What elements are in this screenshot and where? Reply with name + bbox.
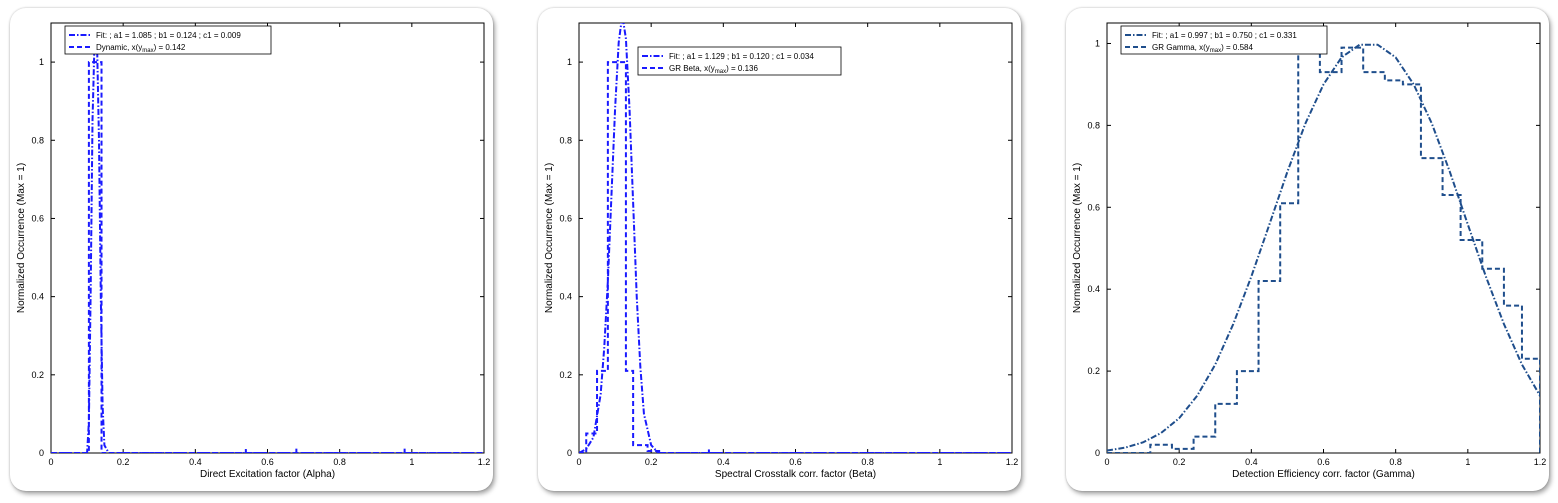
- legend-entry-text: GR Gamma, x(y: [1152, 43, 1210, 52]
- x-tick-label: 0.8: [861, 457, 874, 467]
- y-tick-label: 0.6: [1087, 202, 1100, 212]
- x-tick-label: 1: [409, 457, 414, 467]
- y-tick-label: 0: [567, 448, 572, 458]
- y-tick-label: 0.2: [1087, 366, 1100, 376]
- x-axis-label: Direct Excitation factor (Alpha): [200, 469, 335, 480]
- chart-panel-alpha: 0 0.2 0.4 0.6 0.8 1 1.2 0 0.2 0.4 0.6 0.8 1 Direct Ex…: [10, 8, 493, 491]
- legend-entry-text: Fit: ; a1 = 1.085 ; b1 = 0.124 ; c1 = 0.…: [96, 31, 241, 40]
- y-axis-label: Normalized Occurrence (Max = 1): [1072, 163, 1083, 313]
- x-axis-label: Detection Efficiency corr. factor (Gamma…: [1232, 469, 1415, 480]
- x-tick-label: 1.2: [1006, 457, 1019, 467]
- legend-entry: GR Gamma, x(ymax) = 0.584: [1152, 43, 1253, 54]
- fit-curve-line: [579, 23, 1012, 453]
- y-tick-label: 0.4: [1087, 284, 1100, 294]
- legend-entry-text: Fit: ; a1 = 0.997 ; b1 = 0.750 ; c1 = 0.…: [1152, 31, 1297, 40]
- chart-beta: 0 0.2 0.4 0.6 0.8 1 1.2 0 0.2 0.4 0.6 0.8 1 Spectral …: [544, 22, 1019, 480]
- legend-entry-text: Dynamic, x(y: [96, 43, 142, 52]
- legend-entry-text: GR Beta, x(y: [669, 64, 715, 73]
- x-tick-label: 1: [937, 457, 942, 467]
- legend-entry-suffix: ) = 0.136: [726, 64, 758, 73]
- legend-entry-suffix: ) = 0.584: [1221, 43, 1253, 52]
- x-axis-label: Spectral Crosstalk corr. factor (Beta): [715, 469, 876, 480]
- plot-area-frame: [50, 22, 485, 454]
- plot-area-frame: [578, 22, 1013, 454]
- x-tick-label: 0.8: [333, 457, 346, 467]
- legend-entry: Fit: ; a1 = 1.129 ; b1 = 0.120 ; c1 = 0.…: [669, 52, 814, 61]
- chart-panel-gamma: 0 0.2 0.4 0.6 0.8 1 1.2 0 0.2 0.4 0.6 0.8 1 Detection…: [1066, 8, 1549, 491]
- y-tick-label: 0.8: [31, 135, 44, 145]
- x-tick-label: 0.2: [1173, 457, 1186, 467]
- x-tick-label: 0: [576, 457, 581, 467]
- legend-entry-subscript: max: [1210, 48, 1221, 54]
- histogram-line: [579, 61, 1012, 453]
- y-tick-label: 1: [39, 57, 44, 67]
- y-tick-label: 0.8: [1087, 120, 1100, 130]
- legend-entry-text: Fit: ; a1 = 1.129 ; b1 = 0.120 ; c1 = 0.…: [669, 52, 814, 61]
- x-tick-label: 0.6: [261, 457, 274, 467]
- histogram-line: [1107, 42, 1540, 453]
- y-tick-label: 0.4: [31, 292, 44, 302]
- x-tick-label: 0.4: [717, 457, 730, 467]
- legend-entry: Fit: ; a1 = 1.085 ; b1 = 0.124 ; c1 = 0.…: [96, 31, 241, 40]
- legend-box: [1120, 25, 1328, 55]
- y-tick-label: 0.2: [31, 370, 44, 380]
- y-tick-label: 0.2: [559, 370, 572, 380]
- y-tick-label: 0: [39, 448, 44, 458]
- y-tick-label: 0.8: [559, 135, 572, 145]
- x-tick-label: 0.2: [117, 457, 130, 467]
- plot-area-frame: [1106, 22, 1541, 454]
- legend-entry: Fit: ; a1 = 0.997 ; b1 = 0.750 ; c1 = 0.…: [1152, 31, 1297, 40]
- legend-entry: GR Beta, x(ymax) = 0.136: [669, 64, 758, 75]
- chart-panel-beta: 0 0.2 0.4 0.6 0.8 1 1.2 0 0.2 0.4 0.6 0.8 1 Spectral …: [538, 8, 1021, 491]
- y-tick-label: 0.6: [559, 213, 572, 223]
- y-axis-label: Normalized Occurrence (Max = 1): [544, 163, 555, 313]
- fit-curve-line: [1107, 43, 1540, 452]
- x-tick-label: 1.2: [478, 457, 491, 467]
- x-tick-label: 0.8: [1389, 457, 1402, 467]
- histogram-line: [51, 61, 484, 453]
- x-tick-label: 1: [1465, 457, 1470, 467]
- x-tick-label: 0: [1104, 457, 1109, 467]
- legend-entry-subscript: max: [142, 48, 153, 54]
- x-tick-label: 0.4: [189, 457, 202, 467]
- y-tick-label: 0: [1095, 448, 1100, 458]
- legend-entry-suffix: ) = 0.142: [154, 43, 186, 52]
- x-tick-label: 1.2: [1534, 457, 1547, 467]
- y-tick-label: 1: [567, 57, 572, 67]
- x-tick-label: 0: [48, 457, 53, 467]
- chart-gamma: 0 0.2 0.4 0.6 0.8 1 1.2 0 0.2 0.4 0.6 0.8 1 Detection…: [1072, 22, 1547, 480]
- x-tick-label: 0.6: [1317, 457, 1330, 467]
- legend-box: [64, 25, 272, 55]
- y-tick-label: 1: [1095, 38, 1100, 48]
- legend-entry-subscript: max: [715, 69, 726, 75]
- x-tick-label: 0.4: [1245, 457, 1258, 467]
- y-tick-label: 0.4: [559, 292, 572, 302]
- chart-alpha: 0 0.2 0.4 0.6 0.8 1 1.2 0 0.2 0.4 0.6 0.8 1 Direct Ex…: [16, 22, 491, 480]
- x-tick-label: 0.6: [789, 457, 802, 467]
- x-tick-label: 0.2: [645, 457, 658, 467]
- legend-box: [637, 46, 842, 76]
- y-axis-label: Normalized Occurrence (Max = 1): [16, 163, 27, 313]
- y-tick-label: 0.6: [31, 213, 44, 223]
- legend-entry: Dynamic, x(ymax) = 0.142: [96, 43, 186, 54]
